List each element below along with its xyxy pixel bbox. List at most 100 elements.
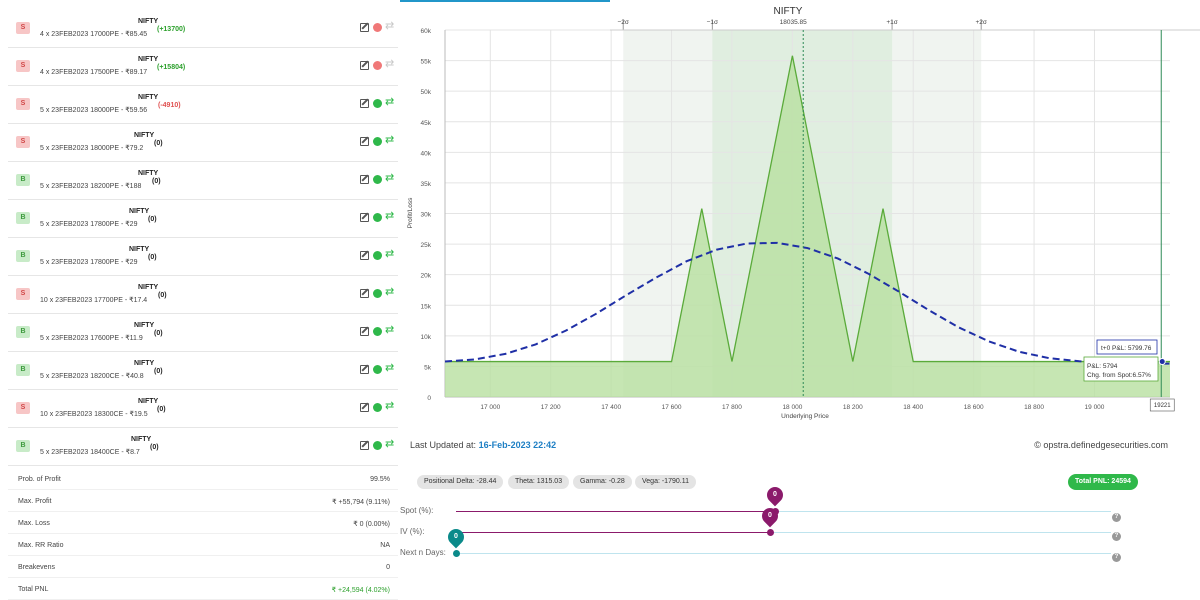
edit-icon[interactable]: [360, 99, 369, 108]
sigma-label: −1σ: [707, 19, 718, 26]
stat-value: 0: [386, 564, 390, 571]
instrument-name: NIFTY: [131, 436, 152, 443]
slider-track[interactable]: [456, 553, 1111, 554]
position-description: 10 x 23FEB2023 18300CE - ₹19.5: [40, 411, 148, 418]
position-row[interactable]: B NIFTY 5 x 23FEB2023 17800PE - ₹29 (0) ⇄: [8, 238, 398, 276]
enabled-toggle-icon[interactable]: [373, 137, 382, 146]
swap-icon[interactable]: ⇄: [385, 400, 395, 412]
help-icon[interactable]: ?: [1112, 553, 1121, 562]
instrument-name: NIFTY: [138, 56, 159, 63]
edit-icon[interactable]: [360, 213, 369, 222]
enabled-toggle-icon[interactable]: [373, 441, 382, 450]
instrument-name: NIFTY: [138, 94, 159, 101]
position-row[interactable]: B NIFTY 5 x 23FEB2023 18200PE - ₹188 (0) ⇄: [8, 162, 398, 200]
sigma-label: +2σ: [975, 19, 986, 26]
instrument-name: NIFTY: [138, 170, 159, 177]
enabled-toggle-icon[interactable]: [373, 99, 382, 108]
y-tick-label: 60k: [421, 28, 432, 35]
y-tick-label: 55k: [421, 59, 432, 66]
edit-icon[interactable]: [360, 441, 369, 450]
enabled-toggle-icon[interactable]: [373, 213, 382, 222]
source-link[interactable]: opstra.definedgesecurities.com: [1043, 440, 1168, 450]
swap-icon[interactable]: ⇄: [385, 20, 395, 32]
position-description: 5 x 23FEB2023 18200PE - ₹188: [40, 183, 142, 190]
slider-thumb[interactable]: [453, 550, 460, 557]
position-row[interactable]: S NIFTY 5 x 23FEB2023 18000PE - ₹59.56 (-49…: [8, 86, 398, 124]
swap-icon[interactable]: ⇄: [385, 286, 395, 298]
swap-icon[interactable]: ⇄: [385, 96, 395, 108]
payoff-chart[interactable]: 0 5k 10k 15k 20k 25k 30k 35k 40k 45k 50k 55k 60k 17 0…: [400, 0, 1200, 430]
position-pnl-change: (0): [154, 368, 163, 375]
x-tick-label: 17 600: [662, 404, 682, 411]
swap-icon[interactable]: ⇄: [385, 210, 395, 222]
position-description: 5 x 23FEB2023 18200CE - ₹40.8: [40, 373, 144, 380]
disabled-toggle-icon[interactable]: [373, 23, 382, 32]
swap-icon[interactable]: ⇄: [385, 438, 395, 450]
position-pnl-change: (0): [148, 216, 157, 223]
instrument-name: NIFTY: [138, 398, 159, 405]
edit-icon[interactable]: [360, 23, 369, 32]
slider-thumb[interactable]: [767, 529, 774, 536]
edit-icon[interactable]: [360, 251, 369, 260]
position-row[interactable]: S NIFTY 10 x 23FEB2023 17700PE - ₹17.4 (0) ⇄: [8, 276, 398, 314]
instrument-name: NIFTY: [129, 208, 150, 215]
greek-chip: Vega: -1790.11: [635, 475, 696, 489]
x-tick-label: 18 600: [964, 404, 984, 411]
edit-icon[interactable]: [360, 327, 369, 336]
y-tick-label: 5k: [424, 364, 432, 371]
position-pnl-change: (0): [154, 330, 163, 337]
last-updated-value: 16-Feb-2023 22:42: [478, 440, 557, 450]
swap-icon[interactable]: ⇄: [385, 58, 395, 70]
enabled-toggle-icon[interactable]: [373, 327, 382, 336]
position-row[interactable]: B NIFTY 5 x 23FEB2023 18400CE - ₹8.7 (0) ⇄: [8, 428, 398, 466]
swap-icon[interactable]: ⇄: [385, 362, 395, 374]
spot-label: 18035.85: [780, 19, 807, 26]
instrument-name: NIFTY: [138, 18, 159, 25]
swap-icon[interactable]: ⇄: [385, 134, 395, 146]
enabled-toggle-icon[interactable]: [373, 403, 382, 412]
edit-icon[interactable]: [360, 403, 369, 412]
stat-row: Max. Profit ₹ +55,794 (9.11%): [8, 490, 398, 512]
slider-track[interactable]: [456, 511, 1111, 512]
edit-icon[interactable]: [360, 175, 369, 184]
source-credit[interactable]: © opstra.definedgesecurities.com: [1034, 440, 1168, 450]
position-row[interactable]: S NIFTY 4 x 23FEB2023 17500PE - ₹89.17 (+15…: [8, 48, 398, 86]
last-updated-label: Last Updated at:: [410, 440, 477, 450]
side-badge: B: [16, 326, 30, 338]
stat-value: ₹ 0 (0.00%): [353, 521, 390, 528]
x-tick-label: 17 000: [480, 404, 500, 411]
edit-icon[interactable]: [360, 365, 369, 374]
edit-icon[interactable]: [360, 137, 369, 146]
edit-icon[interactable]: [360, 289, 369, 298]
swap-icon[interactable]: ⇄: [385, 324, 395, 336]
edit-icon[interactable]: [360, 61, 369, 70]
help-icon[interactable]: ?: [1112, 513, 1121, 522]
slider-label: Next n Days:: [400, 548, 446, 557]
position-row[interactable]: S NIFTY 10 x 23FEB2023 18300CE - ₹19.5 (0) ⇄: [8, 390, 398, 428]
help-icon[interactable]: ?: [1112, 532, 1121, 541]
position-row[interactable]: B NIFTY 5 x 23FEB2023 17600PE - ₹11.9 (0) ⇄: [8, 314, 398, 352]
enabled-toggle-icon[interactable]: [373, 289, 382, 298]
enabled-toggle-icon[interactable]: [373, 175, 382, 184]
swap-icon[interactable]: ⇄: [385, 172, 395, 184]
position-pnl-change: (+13700): [157, 26, 186, 33]
position-pnl-change: (0): [157, 406, 166, 413]
slider-track[interactable]: [456, 532, 1111, 533]
position-row[interactable]: S NIFTY 5 x 23FEB2023 18000PE - ₹79.2 (0) ⇄: [8, 124, 398, 162]
crosshair-label: 19221: [1154, 403, 1171, 409]
position-row[interactable]: B NIFTY 5 x 23FEB2023 17800PE - ₹29 (0) ⇄: [8, 200, 398, 238]
expiry-pnl-area: [445, 55, 1170, 398]
position-row[interactable]: S NIFTY 4 x 23FEB2023 17000PE - ₹85.45 (+13…: [8, 10, 398, 48]
payoff-chart-svg[interactable]: 0 5k 10k 15k 20k 25k 30k 35k 40k 45k 50k 55k 60k 17 0…: [400, 0, 1200, 430]
slider-label: IV (%):: [400, 527, 425, 536]
enabled-toggle-icon[interactable]: [373, 365, 382, 374]
enabled-toggle-icon[interactable]: [373, 251, 382, 260]
instrument-name: NIFTY: [134, 132, 155, 139]
position-row[interactable]: B NIFTY 5 x 23FEB2023 18200CE - ₹40.8 (0) ⇄: [8, 352, 398, 390]
side-badge: B: [16, 212, 30, 224]
x-tick-label: 17 800: [722, 404, 742, 411]
t0-pnl-curve: [444, 241, 1171, 365]
position-pnl-change: (0): [152, 178, 161, 185]
swap-icon[interactable]: ⇄: [385, 248, 395, 260]
disabled-toggle-icon[interactable]: [373, 61, 382, 70]
